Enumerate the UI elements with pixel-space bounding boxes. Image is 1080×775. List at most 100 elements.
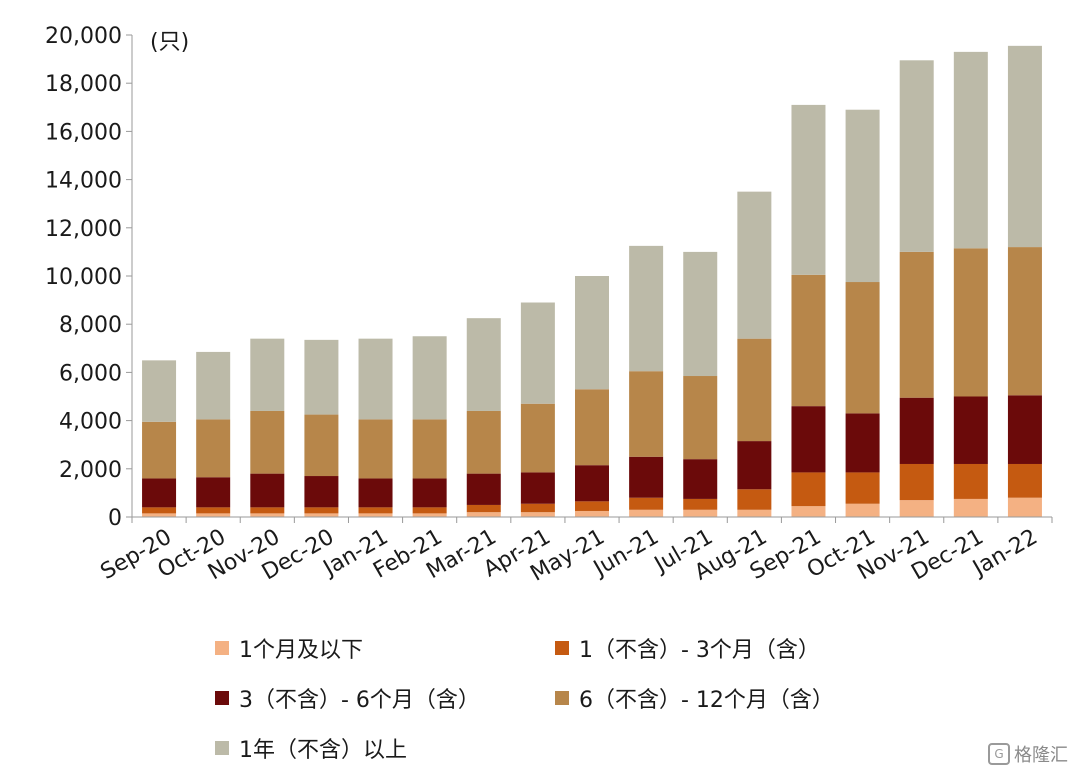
- bar-segment-jul-21-series-1: [683, 498, 718, 510]
- bar-segment-dec-21-series-4: [953, 51, 988, 249]
- bar-segment-aug-21-series-4: [737, 191, 772, 339]
- legend-item-series-2: 3（不含）- 6个月（含）: [215, 682, 480, 714]
- bar-segment-jul-21-series-0: [683, 509, 718, 517]
- y-unit-label: (只): [150, 30, 189, 55]
- y-tick-label: 0: [108, 506, 122, 531]
- bar-segment-jun-21-series-4: [629, 245, 664, 372]
- bar-segment-may-21-series-3: [575, 389, 609, 466]
- bar-segment-jul-21-series-3: [683, 376, 718, 460]
- bar-segment-dec-21-series-2: [953, 396, 988, 464]
- bar-segment-nov-21-series-2: [899, 397, 934, 464]
- legend-label: 1年（不含）以上: [239, 738, 407, 763]
- bar-segment-apr-21-series-3: [520, 403, 555, 473]
- bar-segment-jan-21-series-4: [358, 338, 393, 420]
- bar-segment-oct-20-series-2: [196, 477, 231, 508]
- bar-segment-nov-20-series-2: [250, 473, 285, 508]
- y-tick-label: 6,000: [59, 361, 122, 386]
- bar-segment-oct-21-series-3: [845, 282, 880, 414]
- bar-segment-aug-21-series-1: [737, 489, 772, 510]
- y-tick-label: 10,000: [45, 265, 122, 290]
- bar-segment-dec-20-series-3: [304, 414, 339, 477]
- bar-segment-jun-21-series-2: [629, 456, 664, 498]
- bar-segment-jul-21-series-2: [683, 459, 718, 499]
- watermark-text: 格隆汇: [1014, 745, 1068, 766]
- y-tick-label: 14,000: [45, 169, 122, 194]
- bar-segment-apr-21-series-1: [520, 503, 555, 513]
- bar-segment-sep-21-series-4: [791, 104, 826, 275]
- legend-label: 6（不含）- 12个月（含）: [579, 688, 834, 713]
- bar-segment-jan-21-series-2: [358, 478, 393, 508]
- bar-segment-jun-21-series-1: [629, 497, 664, 510]
- bar-segment-dec-21-series-3: [953, 248, 988, 397]
- bar-segment-sep-20-series-2: [142, 478, 177, 508]
- legend-item-series-0: 1个月及以下: [215, 632, 363, 664]
- bar-segment-jan-21-series-3: [358, 419, 393, 479]
- y-tick-label: 18,000: [45, 72, 122, 97]
- bar-segment-jul-21-series-4: [683, 251, 718, 377]
- bar-segment-aug-21-series-0: [737, 509, 772, 517]
- bar-segment-sep-20-series-0: [142, 513, 177, 517]
- bar-segment-apr-21-series-4: [520, 302, 555, 404]
- bar-segment-aug-21-series-3: [737, 338, 772, 442]
- bar-segment-dec-20-series-4: [304, 339, 339, 415]
- bar-segment-apr-21-series-0: [520, 512, 555, 517]
- bar-segment-dec-21-series-0: [953, 498, 988, 517]
- legend-item-series-1: 1（不含）- 3个月（含）: [555, 632, 820, 664]
- bar-segment-jan-22-series-2: [1007, 395, 1042, 464]
- legend-label: 1（不含）- 3个月（含）: [579, 638, 820, 663]
- bar-segment-jan-21-series-1: [358, 507, 393, 514]
- x-axis: Sep-20Oct-20Nov-20Dec-20Jan-21Feb-21Mar-…: [97, 516, 1053, 587]
- bar-segment-dec-20-series-1: [304, 507, 339, 514]
- bar-segment-feb-21-series-3: [412, 419, 447, 479]
- bar-segment-nov-20-series-0: [250, 513, 285, 517]
- watermark: G 格隆汇: [988, 741, 1068, 767]
- bar-segment-oct-21-series-4: [845, 109, 880, 283]
- bar-segment-oct-21-series-0: [845, 503, 880, 517]
- bar-segment-feb-21-series-1: [412, 507, 447, 514]
- legend-item-series-4: 1年（不含）以上: [215, 732, 407, 764]
- legend-swatch: [215, 691, 229, 705]
- bar-segment-oct-21-series-1: [845, 472, 880, 504]
- bar-segment-oct-20-series-0: [196, 513, 231, 517]
- legend-item-series-3: 6（不含）- 12个月（含）: [555, 682, 834, 714]
- y-tick-label: 4,000: [59, 410, 122, 435]
- y-tick-label: 12,000: [45, 217, 122, 242]
- bar-segment-jan-22-series-3: [1007, 247, 1042, 396]
- bar-segment-feb-21-series-4: [412, 336, 447, 420]
- bar-segment-mar-21-series-4: [466, 318, 501, 411]
- legend-label: 3（不含）- 6个月（含）: [239, 688, 480, 713]
- bar-segment-oct-21-series-2: [845, 413, 880, 473]
- y-tick-label: 2,000: [59, 458, 122, 483]
- bar-segment-sep-20-series-4: [142, 360, 177, 422]
- logo-icon: G: [988, 743, 1010, 765]
- bar-segment-apr-21-series-2: [520, 472, 555, 504]
- bar-segment-dec-20-series-2: [304, 476, 339, 508]
- legend-swatch: [215, 641, 229, 655]
- bar-segment-nov-21-series-1: [899, 463, 934, 501]
- bar-segment-mar-21-series-0: [466, 512, 501, 517]
- bar-segment-sep-21-series-0: [791, 506, 826, 517]
- bar-segment-sep-21-series-3: [791, 274, 826, 407]
- bar-segment-jan-22-series-0: [1007, 497, 1042, 517]
- bar-segment-nov-21-series-4: [899, 60, 934, 252]
- bar-segment-sep-21-series-1: [791, 472, 826, 507]
- bar-segment-mar-21-series-3: [466, 410, 501, 474]
- bar-segment-dec-21-series-1: [953, 463, 988, 499]
- bar-segment-feb-21-series-2: [412, 478, 447, 508]
- bar-segment-sep-20-series-3: [142, 421, 177, 479]
- bar-segment-aug-21-series-2: [737, 441, 772, 490]
- bar-segment-nov-21-series-0: [899, 500, 934, 517]
- y-tick-label: 20,000: [45, 24, 122, 49]
- bar-segment-mar-21-series-1: [466, 504, 501, 513]
- y-tick-label: 16,000: [45, 120, 122, 145]
- bar-segment-oct-20-series-1: [196, 507, 231, 514]
- legend-swatch: [215, 741, 229, 755]
- stacked-bar-chart: 0 2,000 4,000 6,000 8,000 10,000 12,000 14,000 1…: [45, 24, 1053, 587]
- bar-segment-mar-21-series-2: [466, 473, 501, 505]
- bars: [142, 45, 1042, 517]
- bar-segment-feb-21-series-0: [412, 513, 447, 517]
- bar-segment-may-21-series-1: [575, 501, 609, 511]
- bar-segment-sep-20-series-1: [142, 507, 177, 514]
- y-axis: 0 2,000 4,000 6,000 8,000 10,000 12,000 14,000 1…: [45, 24, 133, 531]
- bar-segment-jun-21-series-0: [629, 509, 664, 517]
